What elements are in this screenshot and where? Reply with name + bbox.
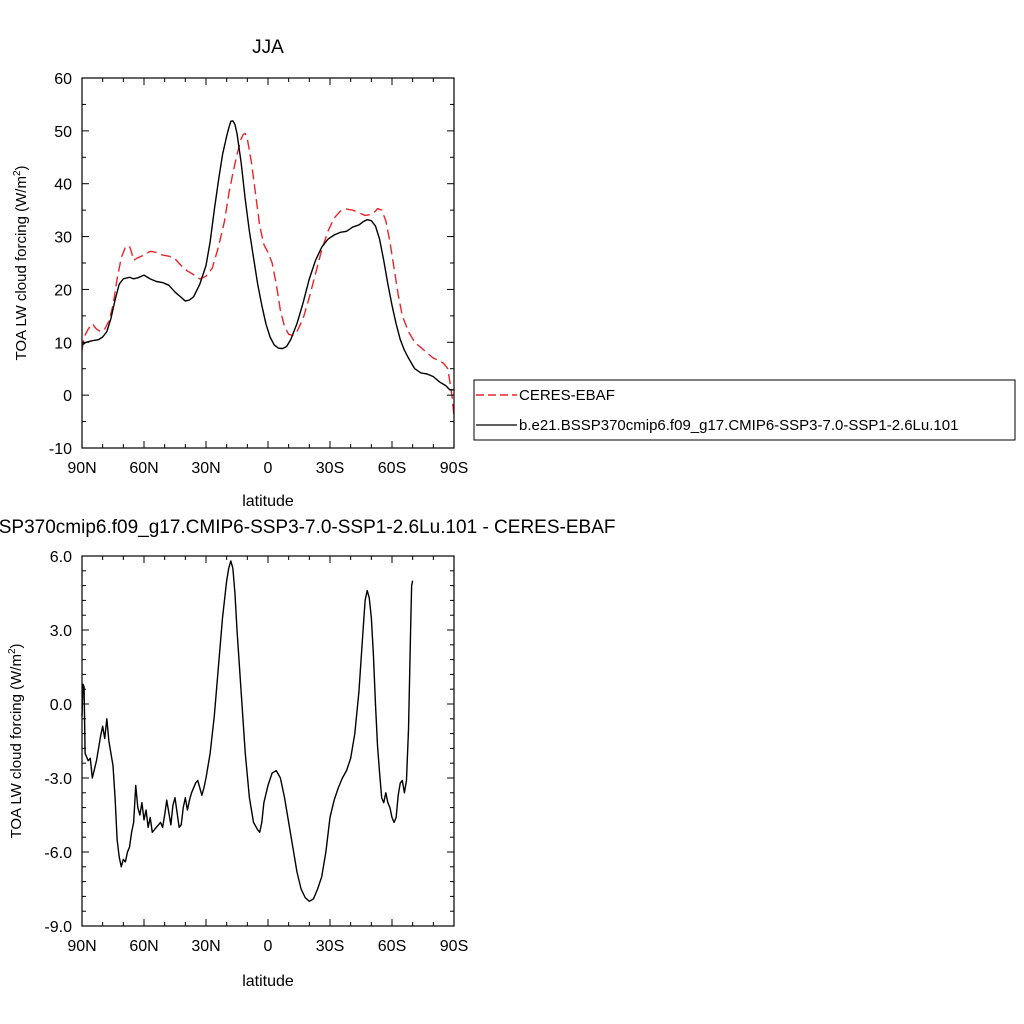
top-x-tick-label: 90S (440, 460, 468, 477)
top-y-axis-label: TOA LW cloud forcing (W/m2) (12, 165, 30, 360)
top-x-tick-label: 60N (129, 460, 158, 477)
top-y-tick-label: 50 (54, 124, 72, 141)
top-x-tick-label: 0 (264, 460, 273, 477)
top-x-tick-label: 30N (191, 460, 220, 477)
top-ticks-group: 90N 60N 30N 0 30S 60S 90S -10 0 10 20 30 40 50 60 (49, 71, 468, 477)
top-panel: JJA 90N 60N 30N 0 30S 60S 90S-100102030405060 … (12, 37, 468, 510)
top-x-tick-label: 60S (378, 460, 406, 477)
bottom-panel: b.e21.BSSP370cmip6.f09_g17.CMIP6-SSP3-7.… (0, 517, 615, 990)
top-y-tick-label: 20 (54, 282, 72, 299)
bottom-x-tick-label: 90S (440, 938, 468, 955)
bottom-x-tick-label: 90N (67, 938, 96, 955)
bottom-series-group (81, 560, 414, 903)
top-y-tick-label: 30 (54, 230, 72, 247)
bottom-y-axis-label: TOA LW cloud forcing (W/m2) (7, 643, 25, 838)
bottom-x-axis-label: latitude (242, 973, 294, 990)
bottom-x-tick-label: 0 (264, 938, 273, 955)
bottom-y-tick-label: -3.0 (44, 771, 72, 788)
bottom-x-tick-label: 30N (191, 938, 220, 955)
bottom-x-tick-label: 60N (129, 938, 158, 955)
top-chart-title: JJA (252, 37, 284, 58)
top-series-group (81, 120, 455, 417)
top-y-tick-label: -10 (49, 441, 72, 458)
top-y-tick-label: 0 (63, 388, 72, 405)
legend-label-ceres: CERES-EBAF (519, 387, 615, 404)
bottom-plot-frame (81, 555, 455, 927)
top-series-line-0 (81, 132, 455, 417)
top-x-tick-label: 30S (316, 460, 344, 477)
bottom-ticks-group: 90N 60N 30N 0 30S 60S 90S -9.0 -6.0 -3.0 0.0 3.0 6.0 (44, 549, 468, 955)
legend-label-model: b.e21.BSSP370cmip6.f09_g17.CMIP6-SSP3-7.… (519, 417, 958, 434)
bottom-y-tick-label: 0.0 (50, 697, 72, 714)
bottom-x-tick-label: 60S (378, 938, 406, 955)
bottom-x-tick-label: 30S (316, 938, 344, 955)
top-x-tick-label: 90N (67, 460, 96, 477)
top-y-tick-label: 10 (54, 335, 72, 352)
legend: CERES-EBAF b.e21.BSSP370cmip6.f09_g17.CM… (473, 379, 1016, 441)
bottom-series-line-0 (81, 560, 414, 903)
top-plot-frame (81, 77, 455, 449)
bottom-y-tick-label: -6.0 (44, 845, 72, 862)
bottom-y-tick-label: 6.0 (50, 549, 72, 566)
legend-box (473, 379, 1016, 441)
top-series-line-1 (81, 120, 454, 391)
top-y-tick-label: 60 (54, 71, 72, 88)
top-x-axis-label: latitude (242, 493, 294, 510)
bottom-chart-title: b.e21.BSSP370cmip6.f09_g17.CMIP6-SSP3-7.… (0, 517, 615, 538)
bottom-y-tick-label: 3.0 (50, 623, 72, 640)
bottom-y-tick-label: -9.0 (44, 919, 72, 936)
top-y-tick-label: 40 (54, 177, 72, 194)
